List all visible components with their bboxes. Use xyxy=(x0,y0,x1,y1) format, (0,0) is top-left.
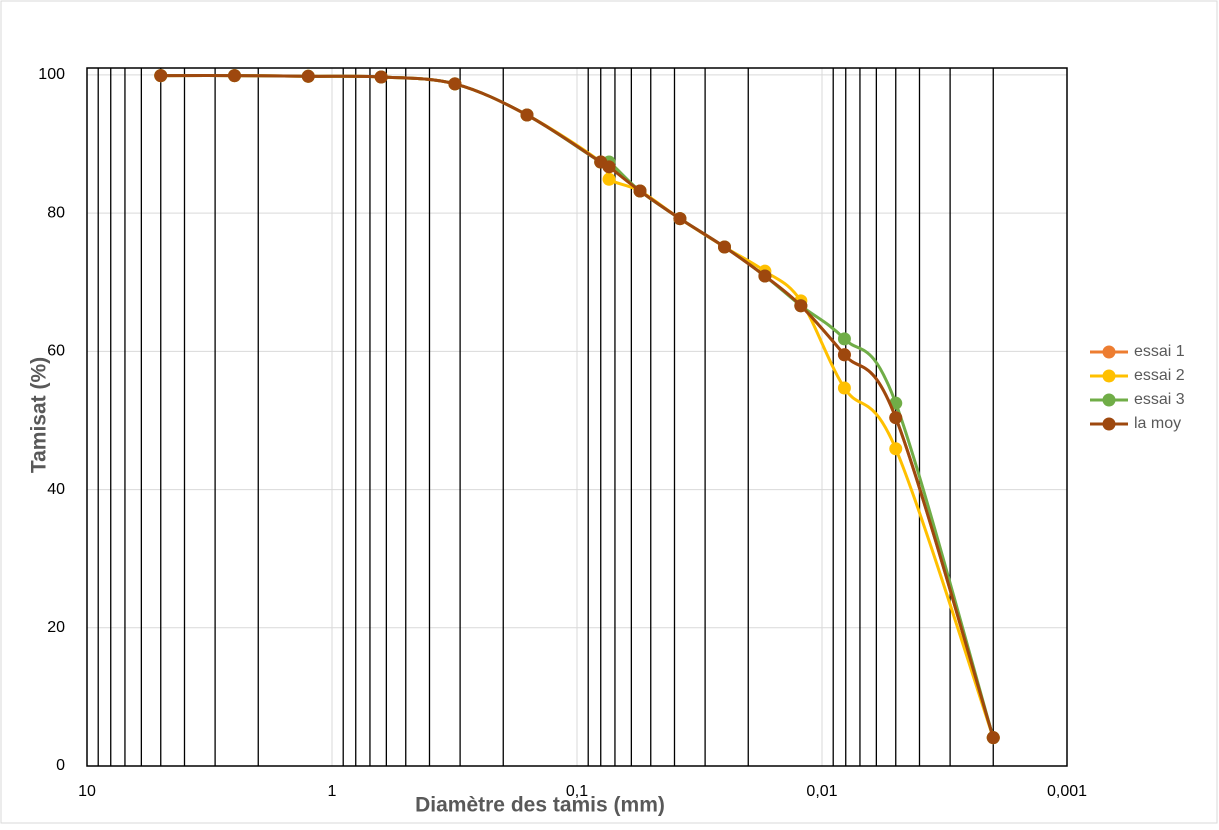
data-point xyxy=(633,184,647,198)
y-tick-label: 60 xyxy=(47,343,65,360)
data-point xyxy=(889,411,903,425)
data-point xyxy=(228,69,242,83)
y-axis-title: Tamisat (%) xyxy=(28,357,51,473)
data-point xyxy=(602,160,616,174)
y-tick-label: 100 xyxy=(38,66,65,83)
grid: 0 20 40 60 80 100 10 1 0,1 0,01 0,001 xyxy=(38,66,1087,800)
x-tick-label: 10 xyxy=(78,783,96,800)
data-point xyxy=(673,212,687,226)
legend-label: essai 3 xyxy=(1134,391,1185,408)
data-point xyxy=(889,442,903,456)
y-tick-label: 20 xyxy=(47,619,65,636)
x-tick-label: 0,1 xyxy=(566,783,588,800)
x-tick-label: 0,01 xyxy=(806,783,837,800)
legend-marker xyxy=(1102,417,1116,431)
data-point xyxy=(986,731,1000,745)
data-point xyxy=(448,77,462,91)
data-point xyxy=(520,108,534,122)
legend-label: essai 1 xyxy=(1134,343,1185,360)
legend-marker xyxy=(1102,369,1116,383)
data-point xyxy=(718,240,732,254)
data-point xyxy=(602,172,616,186)
data-point xyxy=(154,69,168,83)
data-point xyxy=(837,348,851,362)
x-tick-label: 0,001 xyxy=(1047,783,1087,800)
legend-label: essai 2 xyxy=(1134,367,1185,384)
legend-marker xyxy=(1102,345,1116,359)
x-axis-title: Diamètre des tamis (mm) xyxy=(415,794,665,817)
data-point xyxy=(794,299,808,313)
y-tick-label: 0 xyxy=(56,757,65,774)
plot-frame xyxy=(86,67,1068,767)
data-point xyxy=(758,269,772,283)
legend-marker xyxy=(1102,393,1116,407)
data-point xyxy=(374,70,388,84)
x-tick-label: 1 xyxy=(328,783,337,800)
legend-label: la moy xyxy=(1134,415,1181,432)
y-tick-label: 80 xyxy=(47,204,65,221)
data-point xyxy=(301,69,315,83)
plot xyxy=(154,69,1000,745)
data-point xyxy=(837,381,851,395)
data-point xyxy=(837,332,851,346)
y-tick-label: 40 xyxy=(47,481,65,498)
